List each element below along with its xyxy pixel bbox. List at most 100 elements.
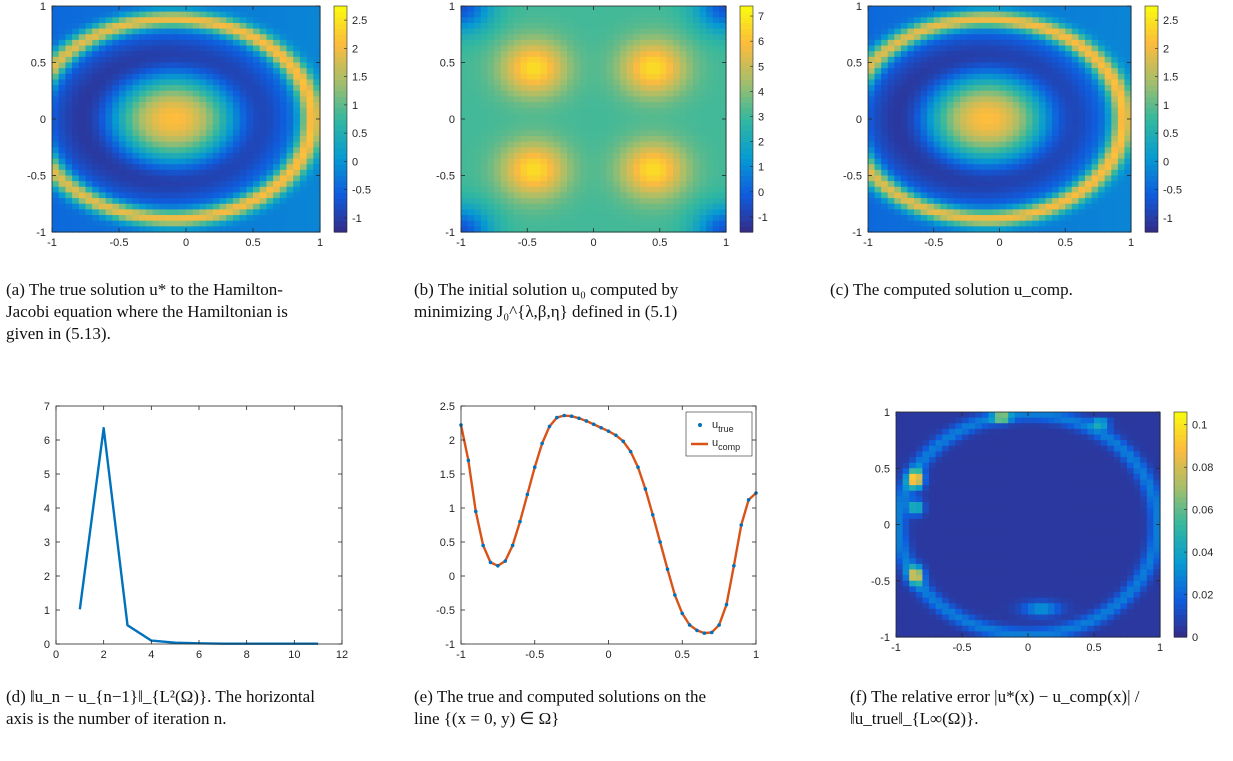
heatmap-cell bbox=[514, 107, 522, 114]
heatmap-cell bbox=[973, 34, 981, 41]
heatmap-cell bbox=[92, 68, 100, 75]
heatmap-cell bbox=[219, 51, 227, 58]
heatmap-cell bbox=[246, 119, 254, 126]
heatmap-cell bbox=[72, 11, 80, 18]
heatmap-cell bbox=[673, 45, 681, 52]
heatmap-cell bbox=[58, 169, 66, 177]
heatmap-cell bbox=[494, 51, 502, 58]
heatmap-cell bbox=[1117, 135, 1126, 143]
heatmap-cell bbox=[1058, 51, 1066, 58]
heatmap-cell bbox=[613, 152, 621, 160]
heatmap-cell bbox=[1006, 203, 1014, 210]
heatmap-cell bbox=[1032, 198, 1040, 205]
heatmap-cell bbox=[560, 135, 568, 143]
heatmap-cell bbox=[293, 152, 301, 160]
heatmap-cell bbox=[219, 141, 227, 148]
heatmap-cell bbox=[139, 141, 147, 148]
heatmap-cell bbox=[920, 45, 928, 52]
heatmap-cell bbox=[1019, 209, 1027, 216]
heatmap-cell bbox=[125, 62, 133, 69]
heatmap-cell bbox=[98, 39, 107, 47]
heatmap-cell bbox=[1065, 73, 1073, 81]
heatmap-cell bbox=[953, 45, 961, 52]
colorbar-segment bbox=[334, 68, 347, 75]
heatmap-cell bbox=[719, 79, 727, 86]
heatmap-cell bbox=[266, 107, 274, 114]
heatmap-cell bbox=[653, 124, 661, 131]
heatmap-cell bbox=[1006, 51, 1014, 58]
heatmap-cell bbox=[1078, 17, 1086, 24]
heatmap-cell bbox=[1098, 17, 1106, 24]
heatmap-cell bbox=[78, 107, 87, 114]
heatmap-cell bbox=[686, 169, 694, 177]
heatmap-cell bbox=[199, 147, 207, 154]
heatmap-cell bbox=[514, 62, 522, 69]
heatmap-cell bbox=[553, 113, 561, 120]
heatmap-cell bbox=[633, 220, 641, 227]
heatmap-cell bbox=[953, 164, 961, 171]
heatmap-cell bbox=[514, 56, 522, 64]
heatmap-cell bbox=[461, 203, 469, 210]
panel-a-xtick-label: 0.5 bbox=[245, 237, 260, 249]
heatmap-cell bbox=[1032, 73, 1040, 81]
heatmap-cell bbox=[266, 73, 274, 81]
heatmap-cell bbox=[540, 34, 548, 41]
heatmap-cell bbox=[1071, 130, 1079, 137]
heatmap-cell bbox=[679, 62, 687, 69]
heatmap-cell bbox=[567, 147, 575, 154]
heatmap-cell bbox=[306, 22, 314, 30]
heatmap-cell bbox=[179, 198, 187, 205]
heatmap-cell bbox=[666, 28, 674, 35]
heatmap-cell bbox=[593, 169, 601, 177]
heatmap-cell bbox=[1065, 6, 1073, 13]
heatmap-cell bbox=[874, 164, 882, 171]
heatmap-cell bbox=[132, 68, 140, 75]
heatmap-cell bbox=[119, 226, 127, 233]
heatmap-cell bbox=[279, 85, 288, 92]
heatmap-cell bbox=[306, 192, 314, 199]
heatmap-cell bbox=[653, 102, 661, 109]
heatmap-cell bbox=[719, 62, 727, 69]
heatmap-cell bbox=[293, 34, 301, 41]
heatmap-cell bbox=[487, 203, 495, 210]
heatmap-cell bbox=[692, 90, 701, 97]
heatmap-cell bbox=[673, 62, 681, 69]
heatmap-cell bbox=[646, 192, 654, 199]
heatmap-cell bbox=[98, 135, 107, 143]
heatmap-cell bbox=[139, 90, 147, 97]
heatmap-cell bbox=[1111, 39, 1119, 47]
heatmap-cell bbox=[172, 119, 180, 126]
heatmap-cell bbox=[212, 130, 221, 137]
heatmap-cell bbox=[960, 198, 968, 205]
heatmap-cell bbox=[960, 158, 968, 165]
heatmap-cell bbox=[1038, 164, 1047, 171]
heatmap-cell bbox=[487, 85, 495, 92]
heatmap-cell bbox=[679, 85, 687, 92]
heatmap-cell bbox=[653, 17, 661, 24]
heatmap-cell bbox=[1032, 96, 1040, 103]
heatmap-cell bbox=[279, 62, 288, 69]
heatmap-cell bbox=[507, 96, 515, 103]
heatmap-cell bbox=[293, 181, 301, 188]
colorbar-tick-label: 0 bbox=[758, 187, 764, 199]
heatmap-cell bbox=[286, 158, 294, 165]
heatmap-cell bbox=[1038, 119, 1047, 126]
heatmap-cell bbox=[646, 22, 654, 30]
heatmap-cell bbox=[461, 113, 469, 120]
heatmap-cell bbox=[199, 141, 207, 148]
heatmap-cell bbox=[286, 39, 294, 47]
heatmap-cell bbox=[480, 90, 489, 97]
heatmap-cell bbox=[868, 22, 876, 30]
heatmap-cell bbox=[712, 28, 720, 35]
heatmap-cell bbox=[1117, 102, 1126, 109]
heatmap-cell bbox=[593, 56, 601, 64]
heatmap-cell bbox=[1124, 186, 1132, 194]
heatmap-cell bbox=[1052, 17, 1060, 24]
heatmap-cell bbox=[960, 6, 968, 13]
heatmap-cell bbox=[986, 186, 994, 194]
heatmap-cell bbox=[914, 6, 922, 13]
heatmap-cell bbox=[586, 141, 595, 148]
heatmap-cell bbox=[626, 215, 634, 222]
heatmap-cell bbox=[58, 79, 66, 86]
heatmap-cell bbox=[933, 22, 941, 30]
